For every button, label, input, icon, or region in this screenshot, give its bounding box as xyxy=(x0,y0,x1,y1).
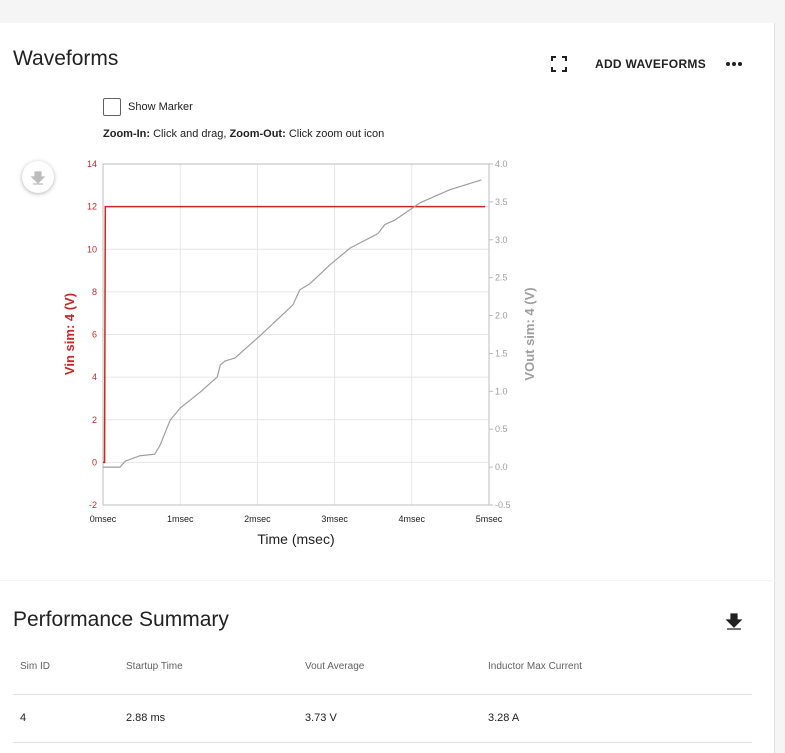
table-cell: 2.88 ms xyxy=(126,712,166,724)
performance-table: Sim ID Startup Time Vout Average Inductor M… xyxy=(13,650,752,750)
add-waveforms-button[interactable]: ADD WAVEFORMS xyxy=(595,57,707,71)
zoom-out-label: Zoom-Out: xyxy=(229,128,286,140)
y2-tick-label: 4.0 xyxy=(495,159,508,169)
y-tick-label: 8 xyxy=(92,287,97,297)
x-tick-label: 0msec xyxy=(90,514,117,524)
zoom-in-text: Click and drag, xyxy=(153,128,227,140)
chart-download-button[interactable] xyxy=(22,161,54,193)
column-header: Sim ID xyxy=(20,661,50,672)
y2-tick-label: 1.0 xyxy=(495,386,508,396)
column-header: Startup Time xyxy=(126,661,183,672)
column-header: Inductor Max Current xyxy=(488,661,582,672)
y-tick-label: 2 xyxy=(92,415,97,425)
chart: Time (msec) Vin sim: 4 (V) VOut sim: 4 (… xyxy=(62,159,537,547)
table-cell: 4 xyxy=(20,712,27,724)
waveforms-card xyxy=(0,23,775,580)
download-icon xyxy=(30,171,46,185)
plot-border xyxy=(102,163,490,506)
performance-title: Performance Summary xyxy=(13,608,229,631)
row-divider xyxy=(13,742,752,743)
zoom-help: Zoom-In: Click and drag, Zoom-Out: Click… xyxy=(103,128,384,140)
marker-checkbox[interactable] xyxy=(103,98,121,116)
column-header: Vout Average xyxy=(305,661,365,672)
performance-download-icon[interactable] xyxy=(724,611,744,631)
series-line xyxy=(103,205,486,464)
y2-tick-label: 0.0 xyxy=(495,462,508,472)
y-tick-label: 6 xyxy=(92,330,97,340)
table-cell: 3.28 A xyxy=(488,712,520,724)
x-tick-label: 3msec xyxy=(321,514,348,524)
marker-label: Show Marker xyxy=(128,101,193,113)
y2-tick-label: -0.5 xyxy=(495,500,511,510)
y2-axis-label: VOut sim: 4 (V) xyxy=(522,287,537,380)
y-tick-label: 14 xyxy=(87,159,97,169)
zoom-in-label: Zoom-In: xyxy=(103,128,151,140)
table-cell: 3.73 V xyxy=(305,712,337,724)
x-tick-label: 2msec xyxy=(244,514,271,524)
performance-card xyxy=(0,581,775,753)
x-tick-label: 5msec xyxy=(476,514,503,524)
y2-tick-label: 2.0 xyxy=(495,311,508,321)
more-icon[interactable] xyxy=(724,58,744,70)
y-tick-label: 0 xyxy=(92,457,97,467)
waveforms-title: Waveforms xyxy=(13,47,119,70)
y-axis-label: Vin sim: 4 (V) xyxy=(62,293,77,375)
series-line xyxy=(103,179,482,468)
y2-tick-label: 1.5 xyxy=(495,348,508,358)
y-tick-label: 10 xyxy=(87,244,97,254)
y2-tick-label: 2.5 xyxy=(495,273,508,283)
y-tick-label: 4 xyxy=(92,372,97,382)
y-tick-label: -2 xyxy=(89,500,97,510)
y2-tick-label: 0.5 xyxy=(495,424,508,434)
row-divider xyxy=(13,694,752,695)
x-tick-label: 1msec xyxy=(167,514,194,524)
fullscreen-icon[interactable] xyxy=(550,55,568,73)
zoom-out-text: Click zoom out icon xyxy=(288,128,385,140)
y2-tick-label: 3.5 xyxy=(495,197,508,207)
y2-tick-label: 3.0 xyxy=(495,235,508,245)
x-axis-label: Time (msec) xyxy=(257,531,334,547)
y-tick-label: 12 xyxy=(87,202,97,212)
x-tick-label: 4msec xyxy=(399,514,426,524)
